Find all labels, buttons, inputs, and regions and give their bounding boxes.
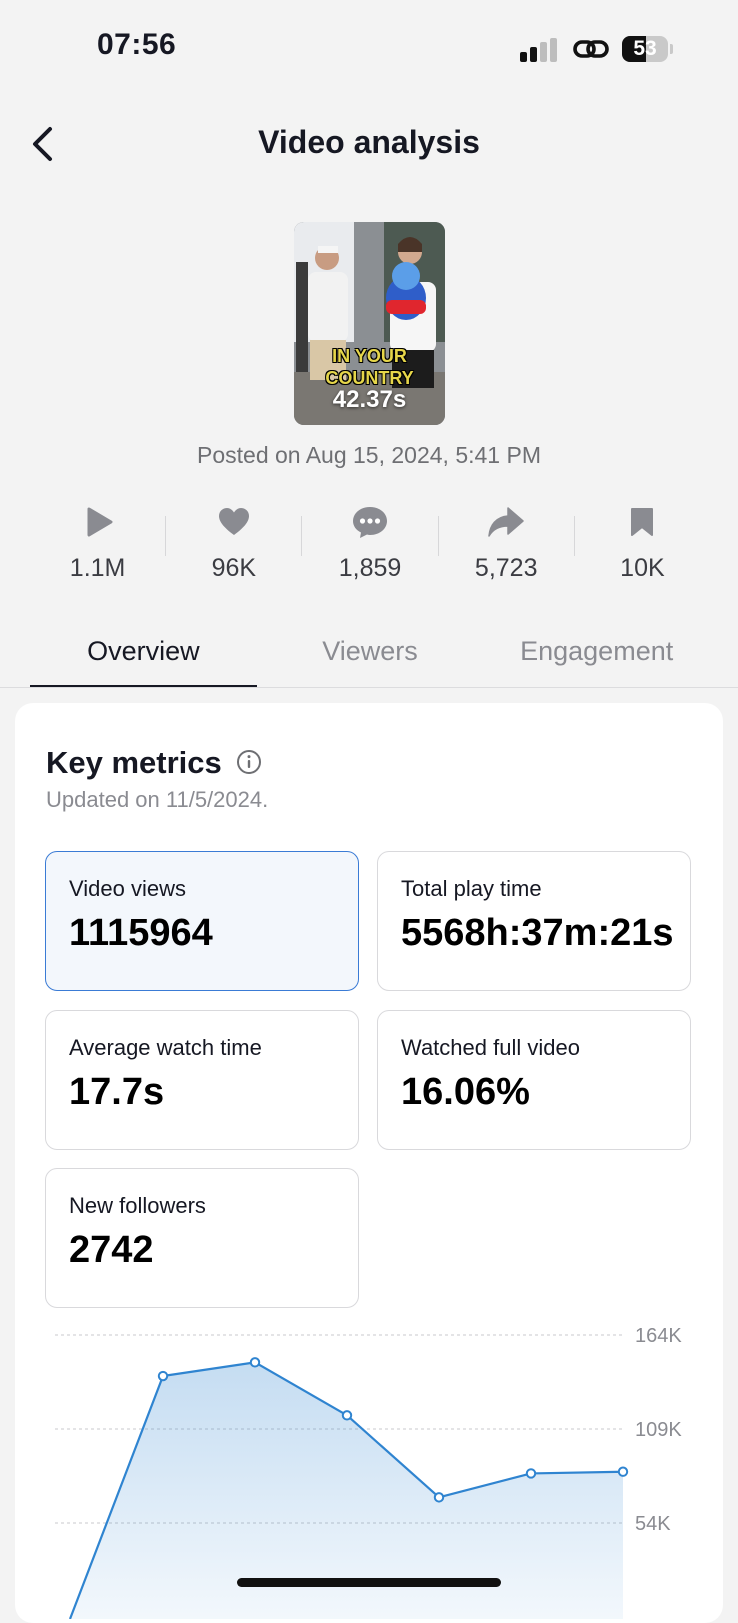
battery-icon: 53 bbox=[622, 36, 674, 62]
heart-icon bbox=[218, 508, 249, 535]
divider bbox=[301, 516, 303, 556]
video-thumbnail[interactable]: IN YOUR COUNTRY 42.37s bbox=[294, 222, 445, 425]
views-chart[interactable]: 164K 109K 54K bbox=[45, 1319, 705, 1619]
back-button[interactable] bbox=[26, 120, 66, 168]
metric-value: 17.7s bbox=[69, 1071, 165, 1113]
metric-value: 5568h:37m:21s bbox=[401, 912, 674, 954]
home-indicator bbox=[237, 1578, 501, 1587]
stat-value: 10K bbox=[620, 554, 665, 582]
series-area bbox=[70, 1362, 623, 1619]
data-point[interactable] bbox=[617, 1466, 629, 1477]
data-point[interactable] bbox=[433, 1492, 445, 1503]
signal-icon bbox=[520, 38, 560, 62]
thumbnail-caption-line1: IN YOUR bbox=[332, 346, 407, 366]
bookmark-icon bbox=[631, 508, 654, 536]
status-bar: 07:56 53 bbox=[0, 0, 738, 100]
data-point[interactable] bbox=[157, 1370, 169, 1382]
tab-bar: Overview Viewers Engagement bbox=[30, 620, 710, 688]
battery-level: 53 bbox=[633, 37, 657, 60]
stats-row: 1.1M 96K 1,859 5,723 bbox=[30, 500, 710, 590]
stat-value: 1,859 bbox=[338, 554, 402, 582]
metric-value: 2742 bbox=[69, 1229, 154, 1271]
metric-new-followers[interactable]: New followers 2742 bbox=[45, 1168, 359, 1308]
metric-average-watch-time[interactable]: Average watch time 17.7s bbox=[45, 1010, 359, 1150]
stat-value: 96K bbox=[211, 554, 257, 582]
divider bbox=[573, 516, 575, 556]
metric-value: 1115964 bbox=[69, 912, 213, 954]
stat-views[interactable]: 1.1M bbox=[30, 500, 165, 590]
tabs-divider bbox=[0, 687, 738, 688]
posted-date: Posted on Aug 15, 2024, 5:41 PM bbox=[197, 442, 541, 468]
comment-icon bbox=[353, 507, 387, 538]
thumbnail-image bbox=[294, 222, 445, 425]
info-icon[interactable] bbox=[236, 749, 262, 775]
stat-shares[interactable]: 5,723 bbox=[439, 500, 574, 590]
metric-total-play-time[interactable]: Total play time 5568h:37m:21s bbox=[377, 851, 691, 991]
metric-value: 16.06% bbox=[401, 1071, 530, 1113]
y-tick-label: 109K bbox=[635, 1419, 682, 1441]
chevron-left-icon bbox=[33, 127, 52, 161]
divider bbox=[437, 516, 439, 556]
metric-label: Video views bbox=[69, 876, 186, 901]
stat-value: 5,723 bbox=[474, 554, 538, 582]
metric-label: Watched full video bbox=[401, 1035, 580, 1060]
tab-engagement[interactable]: Engagement bbox=[520, 636, 674, 666]
metric-label: Total play time bbox=[401, 876, 542, 901]
metric-watched-full-video[interactable]: Watched full video 16.06% bbox=[377, 1010, 691, 1150]
data-point[interactable] bbox=[341, 1410, 353, 1421]
metric-label: Average watch time bbox=[69, 1035, 262, 1060]
play-icon bbox=[87, 507, 113, 537]
thumbnail-caption-line2: COUNTRY bbox=[325, 368, 414, 388]
data-point[interactable] bbox=[525, 1468, 537, 1479]
stat-comments[interactable]: 1,859 bbox=[302, 500, 437, 590]
metric-video-views[interactable]: Video views 1115964 bbox=[45, 851, 359, 991]
data-point[interactable] bbox=[249, 1357, 261, 1368]
tab-viewers[interactable]: Viewers bbox=[322, 636, 418, 666]
y-tick-label: 54K bbox=[635, 1513, 671, 1535]
stat-saves[interactable]: 10K bbox=[575, 500, 710, 590]
tab-overview[interactable]: Overview bbox=[30, 620, 257, 688]
key-metrics-title: Key metrics bbox=[46, 745, 222, 780]
key-metrics-card: Key metrics Updated on 11/5/2024. Video … bbox=[15, 703, 723, 1623]
page-title: Video analysis bbox=[258, 124, 480, 160]
stat-value: 1.1M bbox=[69, 554, 126, 582]
y-tick-label: 164K bbox=[635, 1325, 682, 1347]
link-icon bbox=[572, 36, 610, 62]
stat-likes[interactable]: 96K bbox=[166, 500, 301, 590]
metric-label: New followers bbox=[69, 1193, 206, 1218]
status-time: 07:56 bbox=[97, 28, 177, 61]
video-duration: 42.37s bbox=[332, 386, 407, 413]
divider bbox=[165, 516, 167, 556]
share-icon bbox=[488, 507, 524, 537]
updated-text: Updated on 11/5/2024. bbox=[46, 787, 269, 812]
